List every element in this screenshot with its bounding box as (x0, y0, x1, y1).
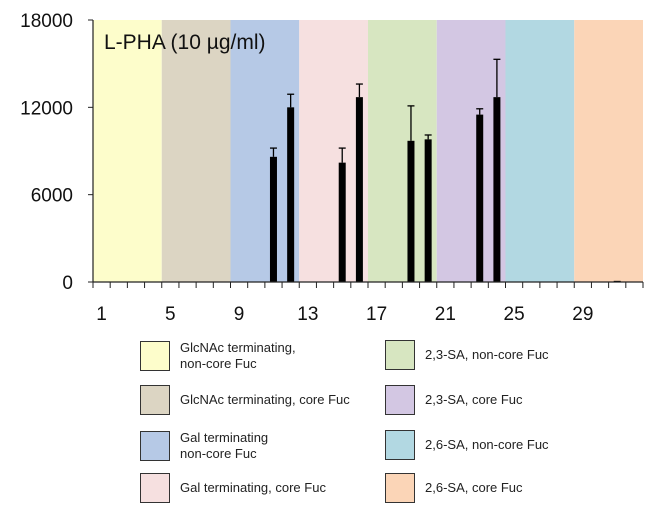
legend-item-4: Gal terminating, core Fuc (140, 473, 326, 503)
legend-label-7: 2,6-SA, non-core Fuc (425, 437, 549, 452)
bars (269, 58, 621, 283)
legend-swatch-1 (140, 341, 170, 371)
legend-swatch-7 (385, 430, 415, 460)
region-band-8 (574, 20, 643, 282)
legend-label-3: Gal terminating non-core Fuc (180, 430, 269, 461)
legend-label-2: GlcNAc terminating, core Fuc (180, 392, 350, 407)
x-tick-label-17: 17 (366, 304, 387, 325)
x-tick-label-21: 21 (435, 304, 456, 325)
legend-swatch-5 (385, 340, 415, 370)
legend-swatch-8 (385, 473, 415, 503)
x-tick-label-29: 29 (572, 304, 593, 325)
x-tick-label-9: 9 (234, 304, 245, 325)
legend-swatch-4 (140, 473, 170, 503)
bar-x20 (424, 139, 432, 282)
legend-item-6: 2,3-SA, core Fuc (385, 385, 523, 415)
legend: GlcNAc terminating, non-core Fuc 2,3-SA, … (140, 340, 660, 505)
bar-x16 (355, 97, 363, 283)
bar-x15 (338, 162, 346, 282)
legend-label-8: 2,6-SA, core Fuc (425, 480, 523, 495)
legend-item-5: 2,3-SA, non-core Fuc (385, 340, 549, 370)
legend-label-5: 2,3-SA, non-core Fuc (425, 347, 549, 362)
legend-swatch-6 (385, 385, 415, 415)
y-tick-label-12000: 12000 (20, 98, 73, 119)
legend-item-7: 2,6-SA, non-core Fuc (385, 430, 549, 460)
bar-x24 (493, 97, 501, 283)
legend-label-4: Gal terminating, core Fuc (180, 480, 326, 495)
y-tick-label-6000: 6000 (31, 186, 73, 207)
bar-chart: 0 6000 12000 18000 1 5 9 13 17 21 25 29 L-PHA (10 µ… (20, 11, 644, 325)
bar-x19 (407, 140, 415, 282)
y-tick-label-0: 0 (62, 273, 73, 294)
legend-item-2: GlcNAc terminating, core Fuc (140, 385, 350, 415)
legend-label-6: 2,3-SA, core Fuc (425, 392, 523, 407)
x-tick-label-1: 1 (96, 304, 107, 325)
region-band-2 (161, 20, 231, 282)
axes: 0 6000 12000 18000 1 5 9 13 17 21 25 29 (20, 11, 644, 325)
x-tick-label-5: 5 (165, 304, 176, 325)
legend-item-8: 2,6-SA, core Fuc (385, 473, 523, 503)
legend-label-1: GlcNAc terminating, non-core Fuc (180, 340, 296, 371)
legend-swatch-3 (140, 431, 170, 461)
glycan-class-regions (93, 20, 643, 282)
y-tick-label-18000: 18000 (20, 11, 73, 32)
bar-x11 (269, 156, 277, 282)
bar-x12 (287, 107, 295, 282)
legend-item-1: GlcNAc terminating, non-core Fuc (140, 340, 296, 372)
x-tick-label-25: 25 (504, 304, 525, 325)
x-tick-label-13: 13 (297, 304, 318, 325)
legend-swatch-2 (140, 385, 170, 415)
bar-x23 (476, 114, 484, 282)
region-band-7 (505, 20, 575, 282)
region-band-1 (93, 20, 162, 282)
chart-title: L-PHA (10 µg/ml) (104, 31, 265, 54)
legend-item-3: Gal terminating non-core Fuc (140, 430, 268, 462)
